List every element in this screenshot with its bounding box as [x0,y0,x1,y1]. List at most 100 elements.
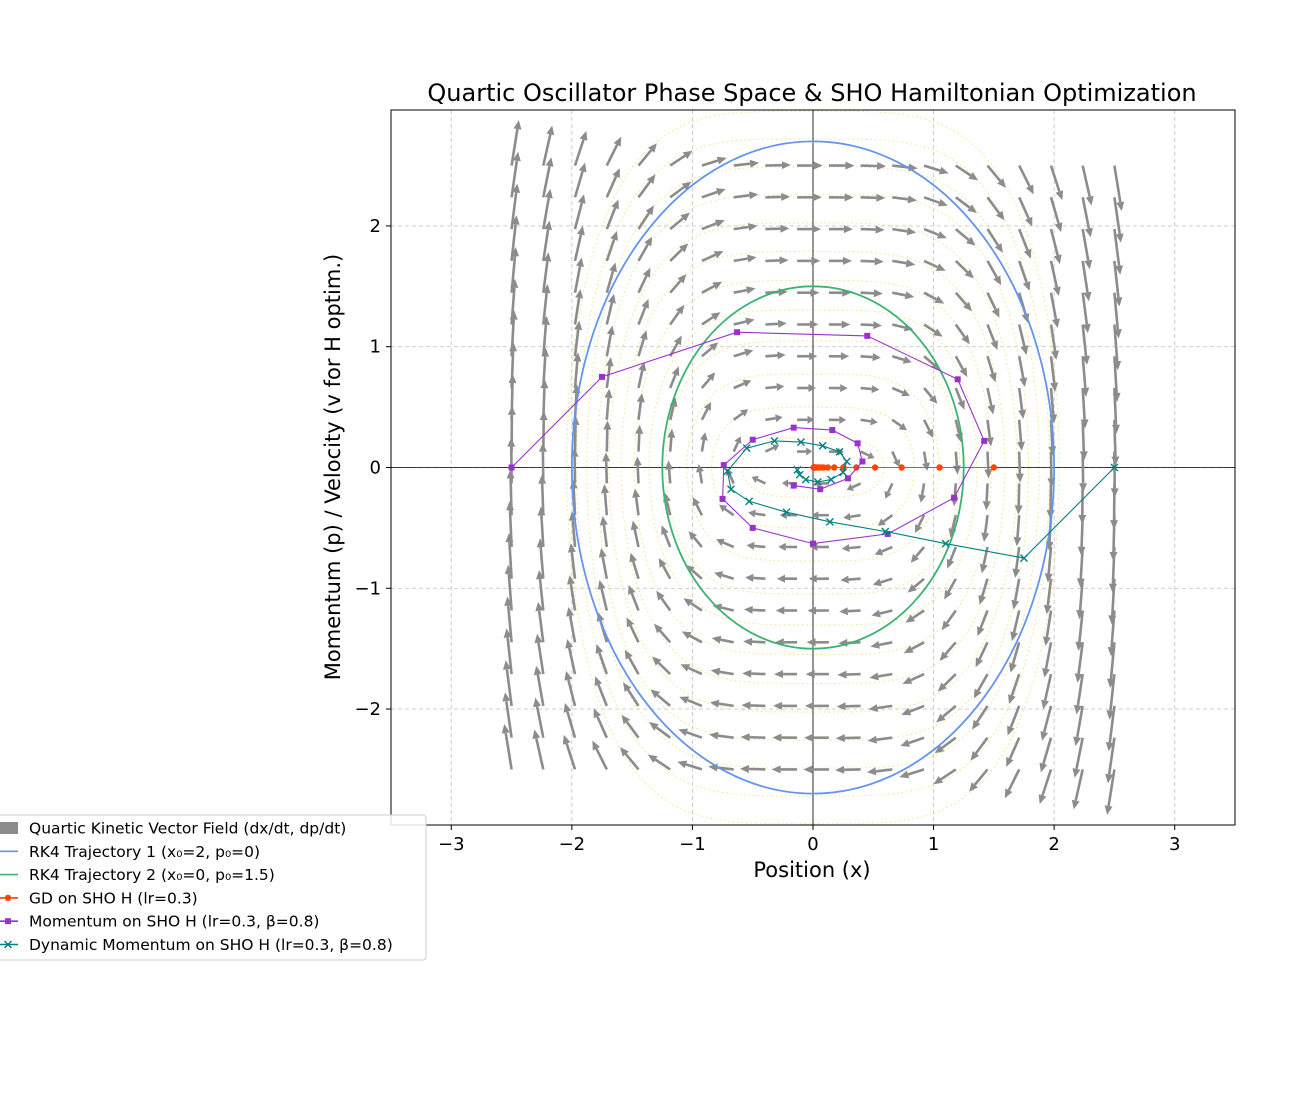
field-arrow [751,475,766,485]
field-arrow [1074,642,1084,683]
field-arrow [892,259,916,268]
rk4-trajectory-1 [570,140,1056,795]
field-arrow [573,131,588,167]
gd-path-point [936,464,943,471]
field-arrow [836,702,861,711]
legend-label: Dynamic Momentum on SHO H (lr=0.3, β=0.8… [29,936,393,954]
field-arrow [797,193,822,202]
field-arrow [1042,642,1053,678]
field-arrow [701,281,723,294]
hamiltonian-contour [608,222,1018,713]
field-arrow [564,670,577,707]
field-arrow [884,482,894,499]
dynamic-momentum-path-point [723,467,732,476]
field-arrow [923,291,945,304]
field-arrow [688,531,703,548]
y-tick-label: −1 [354,578,381,599]
gd-path [810,464,998,471]
momentum-path-point [859,458,866,465]
field-arrow [804,701,829,710]
legend-item: RK4 Trajectory 1 (x₀=2, p₀=0) [0,843,260,861]
y-tick-label: 1 [370,337,381,358]
hamiltonian-contour [686,373,940,562]
field-arrow [765,192,791,201]
field-arrow [678,728,703,739]
field-arrow [891,451,901,467]
field-arrow [637,143,657,167]
momentum-path-point [810,540,816,547]
field-arrow [986,355,997,383]
field-arrow [669,274,687,294]
field-arrow [986,196,1005,221]
field-arrow [828,384,848,393]
field-arrow [1049,228,1062,265]
field-arrow [1018,165,1034,195]
field-arrow [681,631,703,644]
legend-marker [5,918,11,925]
dynamic-momentum-path [723,436,1119,563]
hamiltonian-contour [665,340,961,595]
field-arrow [669,181,692,199]
field-arrow [573,289,584,325]
field-arrow [869,672,893,681]
field-arrow [892,163,918,172]
dynamic-momentum-path-point [793,465,802,474]
momentum-path-point [829,427,836,434]
hamiltonian-contour [648,309,978,626]
field-arrow [628,585,640,611]
vector-field [501,120,1125,815]
field-arrow [683,598,703,612]
field-arrow [661,525,672,548]
x-tick-label: −3 [438,834,465,855]
field-arrow [941,609,957,631]
momentum-path-point [790,482,797,489]
field-arrow [986,260,1002,286]
field-arrow [776,574,798,583]
field-arrow [626,617,640,643]
field-arrow [868,704,893,712]
dynamic-momentum-path-point [1110,463,1119,472]
field-arrow [1104,769,1116,815]
rk4-trajectory-1-line [570,140,1056,795]
legend-item: GD on SHO H (lr=0.3) [0,889,198,907]
field-arrow [1113,165,1125,211]
field-arrow [892,291,915,300]
field-arrow [503,660,513,707]
field-arrow [503,628,513,675]
field-arrow [1011,578,1021,610]
field-arrow [1009,641,1021,673]
dynamic-momentum-path-point [796,438,805,447]
field-arrow [605,357,614,389]
momentum-path [508,329,988,547]
x-tick-label: 2 [1048,834,1059,855]
field-arrow [860,385,880,394]
momentum-path-point [864,332,871,339]
field-arrow [923,164,949,175]
field-arrow [632,488,641,516]
field-arrow [771,765,798,774]
field-arrow [1105,737,1116,784]
field-arrow [841,544,861,552]
field-arrow [778,542,798,551]
dynamic-momentum-path-point [727,485,736,494]
field-arrow [700,402,711,421]
field-arrow [700,432,708,452]
gd-path-point [898,464,905,471]
field-arrow [901,704,925,716]
field-arrow [605,231,618,262]
field-arrow [923,355,941,371]
hamiltonian-contour [596,194,1030,741]
field-arrow [972,705,989,730]
field-arrow [969,768,989,792]
field-arrow [923,227,947,239]
field-arrow [739,765,766,773]
field-arrow [719,504,735,517]
field-arrow [629,552,640,580]
field-arrow [954,291,972,312]
field-arrow [828,447,844,456]
field-arrow [701,251,724,263]
field-arrow [923,259,946,271]
field-arrow [765,224,790,233]
field-arrow [1113,197,1124,243]
dynamic-momentum-path-point [813,477,822,486]
